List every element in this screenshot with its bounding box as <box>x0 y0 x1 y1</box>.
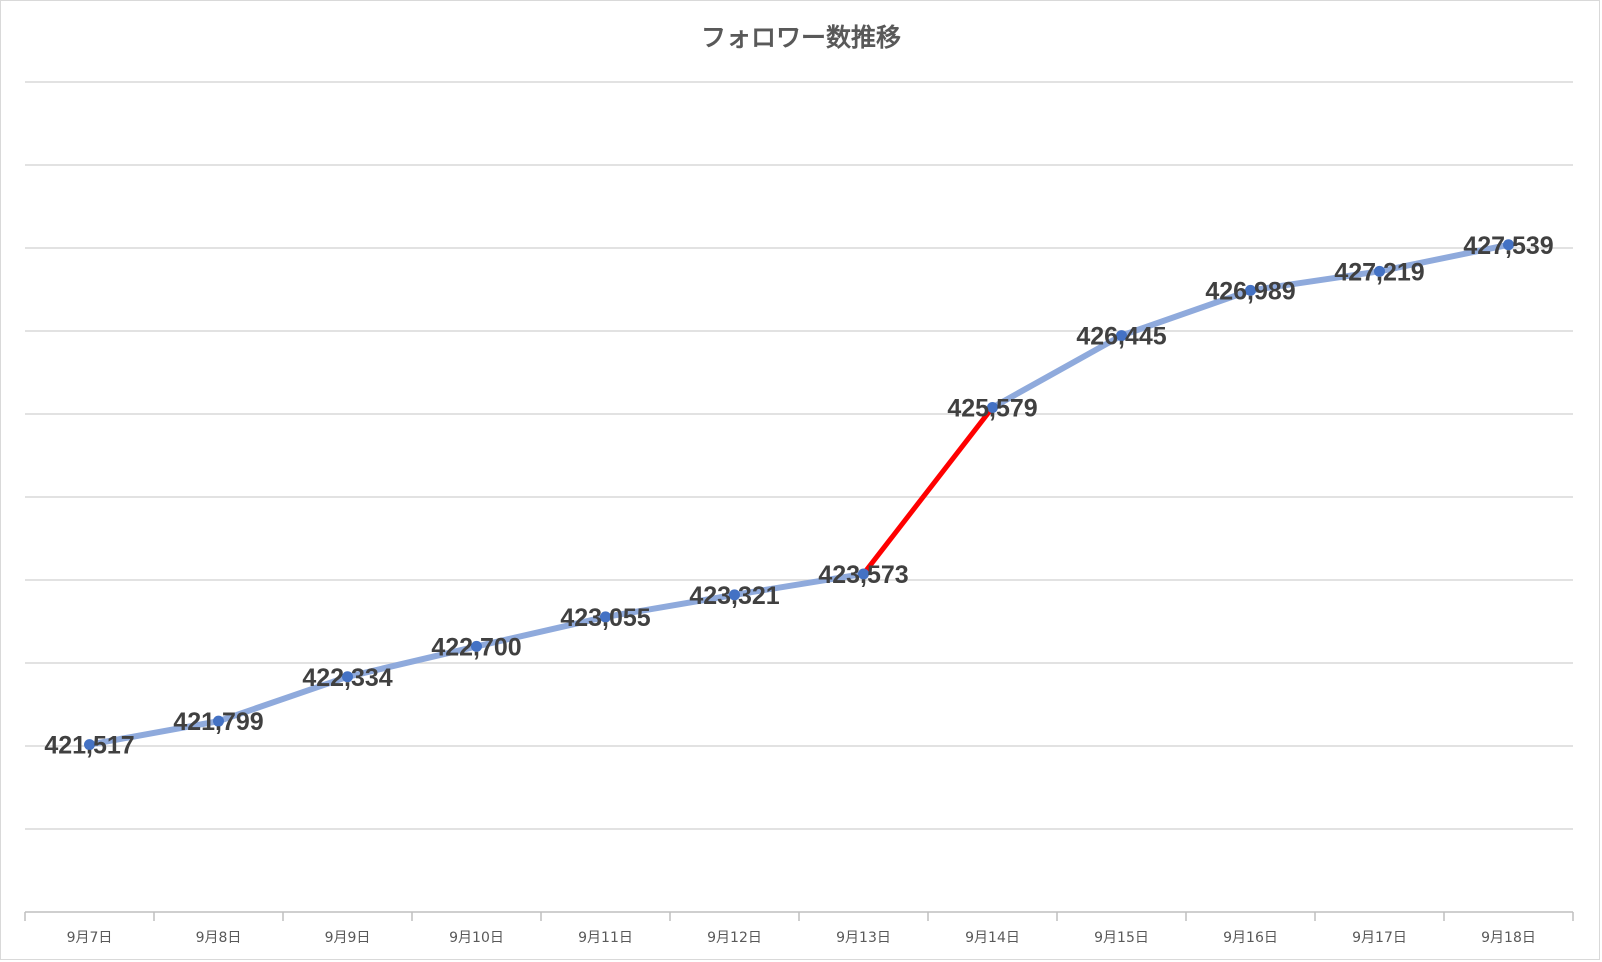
data-label: 427,219 <box>1334 258 1424 286</box>
x-tick-label: 9月9日 <box>325 930 371 946</box>
data-label: 423,573 <box>818 561 908 589</box>
data-point <box>471 640 482 652</box>
data-labels: 421,517 421,799 422,334 422,700 423,055 423,3… <box>44 232 1553 760</box>
x-tick-label: 9月17日 <box>1352 930 1407 946</box>
x-tick-label: 9月11日 <box>578 930 633 946</box>
x-tick-label: 9月7日 <box>67 930 113 946</box>
data-point <box>858 568 869 580</box>
chart-title: フォロワー数推移 <box>701 23 901 52</box>
data-markers <box>84 239 1514 751</box>
line-segment <box>1247 268 1383 294</box>
line-segment <box>602 591 738 620</box>
line-segment <box>1376 241 1512 275</box>
line-segment <box>989 332 1125 411</box>
x-tick-label: 9月10日 <box>449 930 504 946</box>
line-segment <box>473 613 609 650</box>
data-point <box>1116 330 1127 342</box>
line-segment <box>215 673 351 725</box>
x-tick-label: 9月12日 <box>707 930 762 946</box>
data-point <box>1245 284 1256 296</box>
data-label: 427,539 <box>1463 232 1553 260</box>
data-label: 421,799 <box>173 708 263 736</box>
data-point <box>729 589 740 601</box>
highlighted-line-segment <box>861 404 995 577</box>
data-label: 426,989 <box>1205 277 1295 305</box>
data-point <box>987 401 998 413</box>
data-label: 425,579 <box>947 394 1037 422</box>
line-segment <box>1118 287 1254 339</box>
x-tick-label: 9月15日 <box>1094 930 1149 946</box>
series-line <box>86 241 1512 748</box>
line-segment <box>731 570 867 598</box>
data-label: 422,334 <box>302 664 392 692</box>
x-tick-label: 9月8日 <box>196 930 242 946</box>
data-point <box>342 671 353 683</box>
data-label: 422,700 <box>431 633 521 661</box>
data-label: 426,445 <box>1076 323 1166 351</box>
data-point <box>213 715 224 727</box>
data-point <box>84 739 95 751</box>
x-tick-label: 9月14日 <box>965 930 1020 946</box>
x-tick-label: 9月16日 <box>1223 930 1278 946</box>
data-label: 421,517 <box>44 732 134 760</box>
line-segment <box>344 643 480 680</box>
data-label: 423,321 <box>689 582 779 610</box>
line-segment <box>86 718 222 748</box>
x-tick-label: 9月13日 <box>836 930 891 946</box>
data-point <box>1374 265 1385 277</box>
x-tick-label: 9月18日 <box>1481 930 1536 946</box>
x-axis: 9月7日 9月8日 9月9日 9月10日 9月11日 9月12日 9月13日 9月14日 9月1… <box>24 911 1574 946</box>
data-point <box>1503 239 1514 251</box>
gridlines <box>25 81 1573 830</box>
data-point <box>600 611 611 623</box>
data-label: 423,055 <box>560 604 650 632</box>
